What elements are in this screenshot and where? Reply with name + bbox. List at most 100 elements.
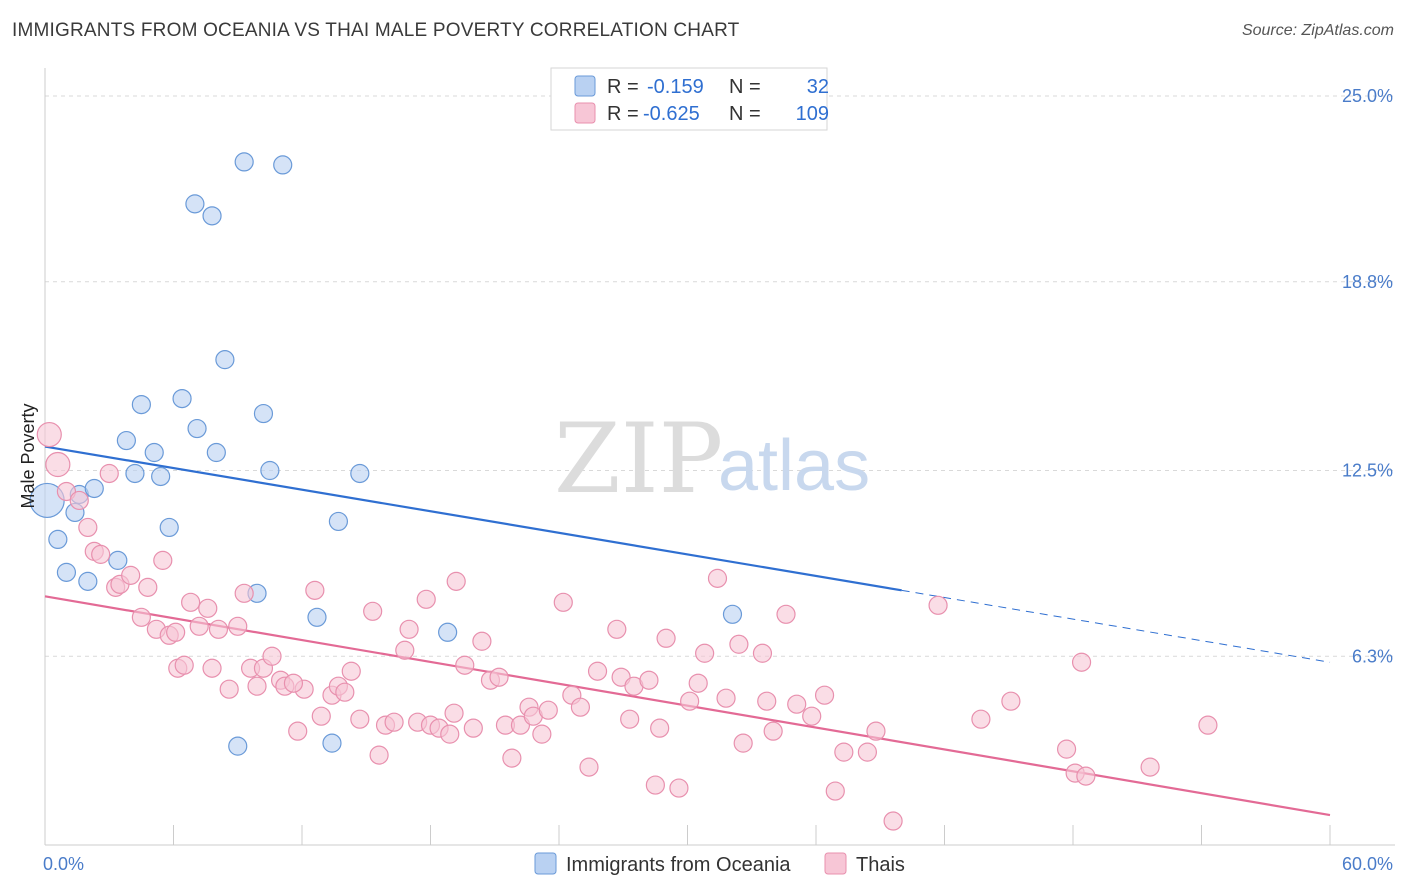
thais-point-84 (733, 733, 753, 753)
thais-point-100 (1056, 739, 1077, 759)
thais-point-6 (91, 544, 111, 564)
oceania-point-26 (307, 607, 327, 627)
thais-point-14 (153, 550, 173, 570)
oceania-point-1 (48, 529, 68, 550)
x-tick-label-max: 60.0% (1342, 854, 1393, 874)
thais-point-55 (472, 631, 492, 651)
thais-point-68 (579, 757, 599, 777)
thais-point-108 (283, 673, 304, 693)
thais-point-54 (463, 718, 483, 738)
thais-point-70 (607, 619, 627, 639)
thais-point-107 (444, 703, 464, 723)
thais-point-85 (752, 643, 773, 663)
thais-point-17 (174, 655, 194, 675)
bottom-legend-swatch-oceania (534, 852, 557, 875)
thais-point-109 (166, 622, 186, 642)
oceania-point-8 (116, 430, 136, 451)
oceania-point-28 (328, 511, 349, 532)
thais-point-1 (45, 451, 71, 478)
data-points (29, 152, 1218, 831)
thais-point-93 (834, 742, 854, 762)
oceania-point-13 (159, 517, 179, 538)
thais-point-42 (369, 745, 389, 765)
thais-point-22 (208, 619, 229, 639)
oceania-point-10 (131, 394, 151, 415)
thais-point-103 (1076, 766, 1096, 786)
thais-point-82 (716, 688, 736, 708)
trendline-oceania (44, 445, 902, 592)
bottom-legend-label-thais: Thais (856, 854, 905, 876)
thais-point-19 (189, 616, 209, 636)
oceania-point-9 (125, 463, 145, 484)
thais-point-91 (814, 685, 835, 705)
oceania-point-25 (273, 155, 293, 175)
thais-point-41 (363, 601, 383, 621)
legend-swatch-oceania (574, 75, 596, 97)
thais-point-11 (131, 607, 151, 627)
legend-n-value-1: 32 (807, 76, 829, 98)
thais-point-106 (639, 670, 659, 690)
thais-point-75 (650, 718, 670, 738)
thais-point-24 (228, 616, 248, 636)
thais-point-38 (335, 682, 355, 702)
thais-point-95 (866, 721, 886, 741)
thais-point-10 (121, 565, 141, 585)
thais-point-76 (656, 628, 676, 648)
y-tick-label-1: 12.5% (1342, 461, 1393, 481)
legend-r-label-2: R = (607, 103, 639, 125)
thais-point-21 (202, 658, 222, 678)
thais-point-88 (776, 604, 796, 624)
oceania-point-2 (56, 562, 77, 582)
thais-point-51 (440, 724, 460, 744)
watermark: ZIP atlas (554, 403, 870, 515)
thais-point-98 (971, 709, 991, 729)
thais-point-48 (416, 589, 436, 609)
y-tick-label-0: 6.3% (1352, 646, 1393, 666)
thais-point-53 (455, 655, 475, 675)
thais-point-64 (538, 700, 558, 720)
x-tick-labels: 0.0% 60.0% (43, 854, 1393, 874)
watermark-zip: ZIP (554, 403, 723, 515)
y-axis-title: Male Poverty (18, 403, 38, 508)
thais-point-90 (802, 706, 822, 726)
thais-point-65 (553, 592, 573, 612)
oceania-point-29 (350, 463, 370, 484)
legend-r-value-1: -0.159 (647, 76, 704, 98)
oceania-point-5 (78, 571, 98, 591)
thais-point-12 (138, 577, 158, 597)
oceania-point-15 (185, 194, 205, 214)
thais-point-27 (247, 676, 267, 696)
thais-point-96 (883, 811, 903, 831)
oceania-point-12 (151, 466, 171, 487)
oceania-point-7 (108, 550, 128, 570)
thais-point-79 (688, 673, 708, 693)
axes (44, 68, 1395, 846)
thais-point-46 (399, 619, 419, 639)
legend-n-label-1: N = (729, 76, 761, 98)
thais-point-39 (341, 661, 361, 681)
legend-r-label-1: R = (607, 76, 639, 98)
thais-point-80 (695, 643, 715, 663)
oceania-point-30 (438, 622, 458, 642)
thais-point-45 (395, 640, 415, 660)
thais-point-78 (680, 691, 700, 711)
oceania-point-18 (206, 442, 226, 463)
oceania-point-24 (260, 460, 280, 481)
thais-point-40 (350, 709, 370, 729)
bottom-legend-swatch-thais (824, 852, 847, 875)
thais-point-77 (669, 778, 689, 798)
oceania-point-19 (215, 350, 235, 370)
chart-title: IMMIGRANTS FROM OCEANIA VS THAI MALE POV… (12, 20, 740, 41)
x-tick-label-min: 0.0% (43, 854, 84, 874)
thais-point-34 (305, 580, 325, 600)
oceania-point-14 (172, 388, 192, 409)
y-tick-label-2: 18.8% (1342, 272, 1393, 292)
thais-point-57 (489, 667, 509, 687)
thais-point-20 (198, 598, 218, 618)
oceania-point-11 (144, 442, 164, 463)
thais-point-0 (36, 421, 62, 448)
y-tick-label-3: 25.0% (1342, 86, 1393, 106)
chart-source: Source: ZipAtlas.com (1241, 22, 1394, 39)
trendline-oceania-extension (901, 589, 1331, 663)
thais-point-4 (78, 517, 98, 538)
